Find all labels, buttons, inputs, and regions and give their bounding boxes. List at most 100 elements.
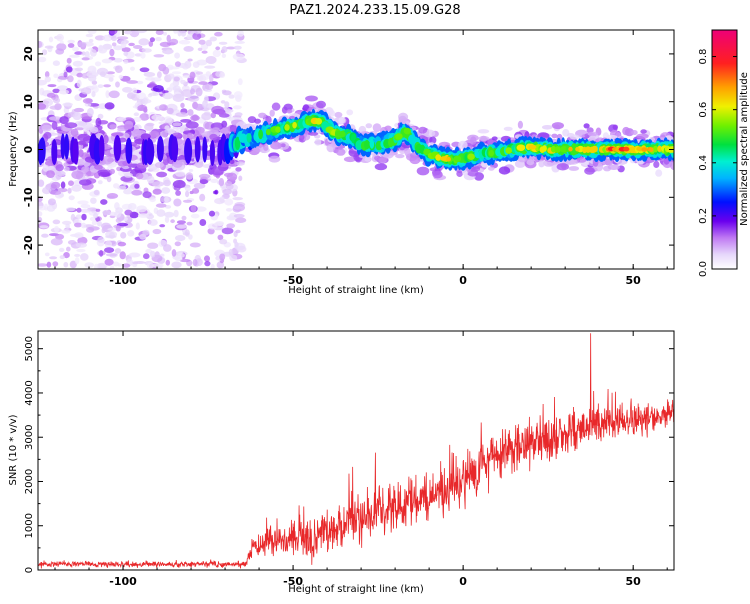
heatmap-cell bbox=[160, 130, 168, 138]
heatmap-y-ticks: -20 -10 0 10 20 bbox=[22, 29, 674, 270]
heatmap-cell bbox=[155, 37, 162, 42]
heatmap-cell bbox=[339, 130, 346, 138]
heatmap-cell bbox=[187, 58, 193, 62]
heatmap-cell bbox=[74, 222, 82, 228]
heatmap-cell bbox=[58, 193, 65, 198]
heatmap-cell bbox=[55, 171, 62, 180]
heatmap-cell bbox=[265, 128, 271, 136]
heatmap-cell bbox=[114, 248, 122, 254]
heatmap-cell bbox=[195, 87, 203, 97]
heatmap-cell bbox=[84, 103, 92, 107]
heatmap-cell bbox=[69, 54, 80, 58]
heatmap-cell bbox=[222, 188, 233, 195]
heatmap-cell bbox=[271, 102, 281, 111]
heatmap-cell bbox=[232, 53, 245, 61]
heatmap-cell bbox=[538, 160, 545, 168]
heatmap-cell bbox=[365, 123, 373, 129]
heatmap-cell bbox=[96, 262, 108, 269]
heatmap-cell bbox=[97, 220, 102, 227]
heatmap-cell bbox=[124, 209, 133, 216]
heatmap-cell bbox=[172, 85, 181, 92]
heatmap-cell bbox=[97, 84, 104, 88]
heatmap-cell bbox=[135, 172, 144, 180]
heatmap-cell bbox=[63, 261, 69, 268]
heatmap-cell bbox=[120, 232, 127, 239]
heatmap-cell bbox=[163, 244, 172, 252]
heatmap-cell bbox=[76, 79, 82, 88]
heatmap-cell bbox=[79, 179, 92, 186]
heatmap-cell bbox=[372, 123, 382, 132]
heatmap-cell bbox=[234, 112, 243, 117]
heatmap-cell bbox=[94, 164, 103, 170]
heatmap-cell bbox=[172, 122, 182, 127]
heatmap-cell bbox=[176, 220, 186, 225]
heatmap-cell bbox=[648, 147, 654, 152]
heatmap-cell bbox=[263, 144, 269, 151]
heatmap-cell bbox=[52, 88, 60, 94]
heatmap-cell bbox=[70, 213, 76, 222]
heatmap-cell bbox=[88, 38, 94, 43]
heatmap-cell bbox=[52, 219, 61, 225]
heatmap-cell bbox=[119, 251, 126, 260]
heatmap-cell bbox=[91, 220, 98, 226]
heatmap-cell bbox=[207, 223, 218, 230]
heatmap-cell bbox=[174, 241, 181, 247]
heatmap-cell bbox=[128, 252, 141, 258]
heatmap-cell bbox=[50, 238, 63, 246]
heatmap-cell bbox=[238, 133, 248, 143]
heatmap-cell bbox=[198, 173, 211, 179]
heatmap-cell bbox=[173, 209, 179, 218]
heatmap-cell bbox=[316, 100, 326, 109]
heatmap-cell bbox=[59, 116, 69, 125]
heatmap-cell bbox=[171, 261, 182, 269]
heatmap-cell bbox=[115, 218, 122, 223]
heatmap-x-axis-label: Height of straight line (km) bbox=[288, 285, 424, 296]
heatmap-cell bbox=[202, 136, 208, 163]
heatmap-cell bbox=[180, 119, 192, 123]
heatmap-cell bbox=[175, 235, 186, 242]
heatmap-cell bbox=[551, 122, 565, 130]
heatmap-cell bbox=[97, 45, 108, 54]
heatmap-cell bbox=[374, 163, 388, 171]
heatmap-cell bbox=[103, 134, 109, 144]
heatmap-cell bbox=[403, 127, 411, 135]
heatmap-cell bbox=[60, 181, 66, 189]
heatmap-cell bbox=[268, 155, 281, 163]
heatmap-cell bbox=[346, 109, 354, 116]
heatmap-cell bbox=[111, 42, 117, 47]
heatmap-cell bbox=[134, 53, 142, 57]
snr-y-tick-label: 3000 bbox=[24, 424, 35, 449]
heatmap-cell bbox=[66, 66, 73, 73]
heatmap-cell bbox=[219, 239, 228, 245]
heatmap-cell bbox=[43, 131, 52, 139]
heatmap-marks bbox=[38, 30, 674, 269]
heatmap-cell bbox=[52, 60, 61, 66]
heatmap-cell bbox=[226, 223, 236, 229]
heatmap-cell bbox=[236, 245, 247, 253]
snr-frame bbox=[37, 330, 675, 571]
heatmap-cell bbox=[66, 57, 72, 64]
heatmap-cell bbox=[198, 81, 209, 85]
heatmap-cell bbox=[93, 189, 100, 196]
heatmap-cell bbox=[641, 147, 648, 152]
heatmap-cell bbox=[131, 87, 138, 95]
heatmap-cell bbox=[164, 205, 172, 209]
heatmap-cell bbox=[488, 166, 495, 171]
heatmap-cell bbox=[201, 50, 208, 54]
heatmap-cell bbox=[214, 198, 225, 205]
heatmap-cell bbox=[89, 216, 96, 221]
heatmap-cell bbox=[221, 53, 227, 58]
heatmap-cell bbox=[186, 33, 195, 40]
heatmap-cell bbox=[71, 184, 82, 192]
heatmap-cell bbox=[187, 95, 200, 102]
heatmap-cell bbox=[66, 207, 76, 212]
heatmap-cell bbox=[154, 162, 164, 168]
heatmap-cell bbox=[46, 261, 52, 268]
heatmap-cell bbox=[161, 90, 169, 94]
heatmap-cell bbox=[623, 146, 630, 152]
heatmap-cell bbox=[72, 112, 82, 121]
heatmap-cell bbox=[204, 255, 210, 262]
heatmap-cell bbox=[148, 92, 159, 96]
heatmap-cell bbox=[113, 58, 123, 63]
heatmap-cell bbox=[90, 197, 97, 204]
